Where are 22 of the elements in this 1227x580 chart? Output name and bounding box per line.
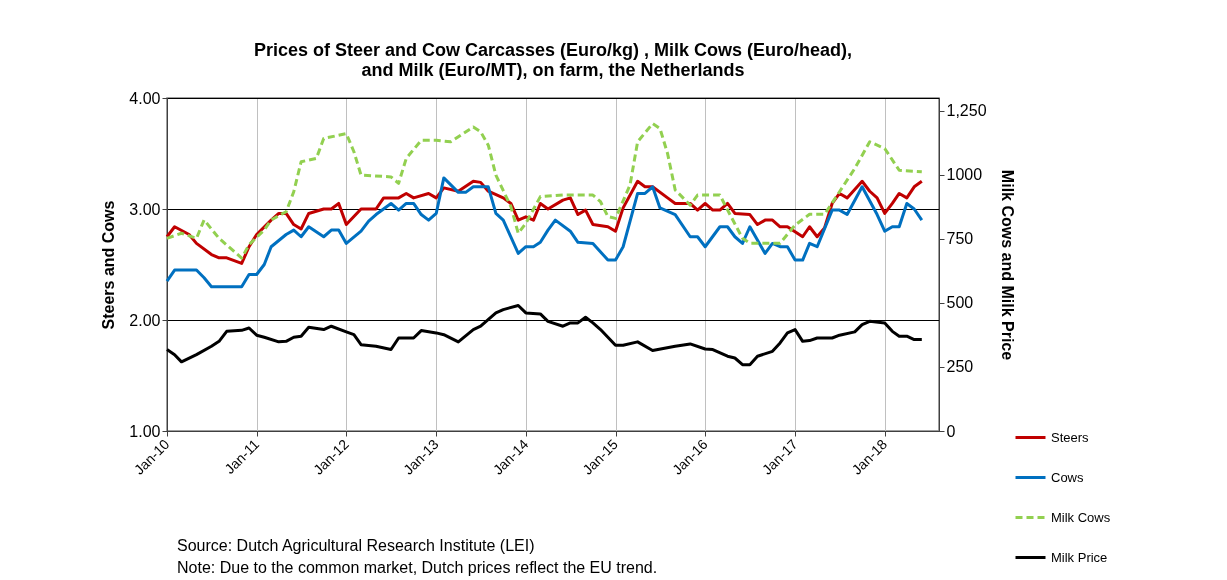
y-tick-label: 1.00 — [129, 422, 161, 440]
y2-tick-label: 250 — [946, 358, 974, 376]
line-series — [165, 176, 924, 289]
legend-label: Milk Price — [1051, 549, 1108, 565]
legend-label: Cows — [1051, 469, 1085, 485]
y-tick-label: 4.00 — [129, 89, 161, 107]
y-tick-label: 2.00 — [129, 311, 161, 329]
y2-tick-label: 1000 — [946, 166, 983, 184]
y2-tick-label: 750 — [946, 230, 974, 248]
text: Note: Due to the common market, Dutch prices reflect the EU trend. — [177, 559, 658, 576]
y2-tick-label: 0 — [946, 422, 956, 440]
y2-tick-label: 1,250 — [946, 102, 987, 120]
y2-tick-label: 500 — [946, 294, 974, 312]
chart-title: Prices of Steer and Cow Carcasses (Euro/kg) , Milk Cows (Euro/head), and Milk (Euro/MT), on farm, the Netherlands — [253, 40, 853, 80]
legend-label: Milk Cows — [1051, 509, 1111, 525]
y2-axis-title: Milk Cows and Milk Price — [998, 169, 1016, 361]
y-axis-title: Steers and Cows — [100, 200, 118, 330]
y-tick-label: 3.00 — [129, 200, 161, 218]
line-series — [165, 122, 924, 260]
legend-label: Steers — [1051, 429, 1090, 445]
line-series — [165, 179, 924, 265]
source-note: Source: Dutch Agricultural Research Institute (LEI) — [177, 537, 535, 554]
